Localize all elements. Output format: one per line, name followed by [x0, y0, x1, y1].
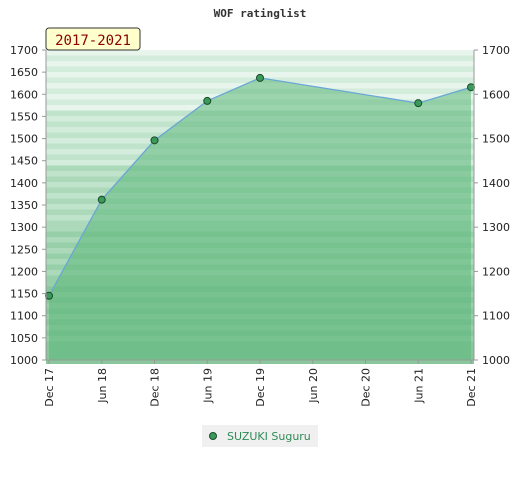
background-band	[46, 55, 474, 62]
x-tick-label: Jun 20	[307, 368, 320, 404]
background-band	[46, 50, 474, 56]
y-tick-label-left: 1650	[10, 66, 38, 79]
y-tick-label-left: 1550	[10, 110, 38, 123]
legend-label: SUZUKI Suguru	[227, 430, 311, 443]
x-axis: Dec 17 Jun 18 Dec 18 Jun 19 Dec 19 Jun 20 Dec …	[43, 360, 478, 407]
y-axis-right: 1000 1100 1200 1300 1400 1500 1600 1700	[474, 44, 510, 367]
y-tick-label-left: 1500	[10, 133, 38, 146]
x-tick-label: Jun 19	[201, 368, 214, 404]
x-tick-label: Dec 19	[254, 368, 267, 407]
y-tick-label-right: 1300	[482, 221, 510, 234]
legend-marker	[209, 432, 217, 440]
legend-box	[202, 425, 318, 447]
period-badge-box	[45, 27, 141, 51]
x-tick-label: Jun 21	[412, 368, 425, 404]
data-point[interactable]	[467, 83, 475, 92]
data-point[interactable]	[150, 136, 159, 145]
background-band	[46, 66, 474, 73]
data-point[interactable]	[414, 99, 423, 108]
x-tick-label: Dec 21	[465, 368, 478, 407]
y-tick-label-left: 1300	[10, 221, 38, 234]
x-tick-label: Dec 18	[149, 368, 162, 407]
y-tick-label-left: 1250	[10, 243, 38, 256]
period-badge-label: 2017-2021	[55, 33, 131, 49]
y-tick-label-right: 1000	[482, 354, 510, 367]
background-band	[46, 61, 474, 67]
x-tick-label: Dec 20	[360, 368, 373, 407]
data-point[interactable]	[97, 195, 106, 204]
y-tick-label-left: 1400	[10, 177, 38, 190]
x-tick-label: Dec 17	[43, 368, 56, 407]
y-tick-label-right: 1500	[482, 133, 510, 146]
y-tick-label-right: 1700	[482, 44, 510, 57]
y-tick-label-left: 1350	[10, 199, 38, 212]
y-axis-left: 1000 1050 1100 1150 1200 1250 1300 1350 1400 1450…	[10, 44, 46, 367]
y-tick-label-right: 1100	[482, 310, 510, 323]
y-tick-label-left: 1150	[10, 288, 38, 301]
y-tick-label-left: 1000	[10, 354, 38, 367]
data-point[interactable]	[203, 96, 212, 105]
legend[interactable]: SUZUKI Suguru	[202, 425, 318, 447]
y-tick-label-left: 1700	[10, 44, 38, 57]
y-tick-label-left: 1200	[10, 265, 38, 278]
x-tick-label: Jun 18	[96, 368, 109, 404]
y-tick-label-left: 1450	[10, 155, 38, 168]
y-tick-label-right: 1600	[482, 88, 510, 101]
y-tick-label-left: 1050	[10, 332, 38, 345]
y-tick-label-left: 1100	[10, 310, 38, 323]
series-markers	[45, 73, 475, 300]
y-tick-label-right: 1200	[482, 265, 510, 278]
y-tick-label-right: 1400	[482, 177, 510, 190]
period-badge: 2017-2021	[45, 27, 141, 51]
series-area	[49, 77, 471, 361]
data-point[interactable]	[256, 73, 264, 82]
data-point[interactable]	[45, 291, 53, 300]
chart-title: WOF ratinglist	[214, 7, 307, 20]
y-tick-label-left: 1600	[10, 88, 38, 101]
